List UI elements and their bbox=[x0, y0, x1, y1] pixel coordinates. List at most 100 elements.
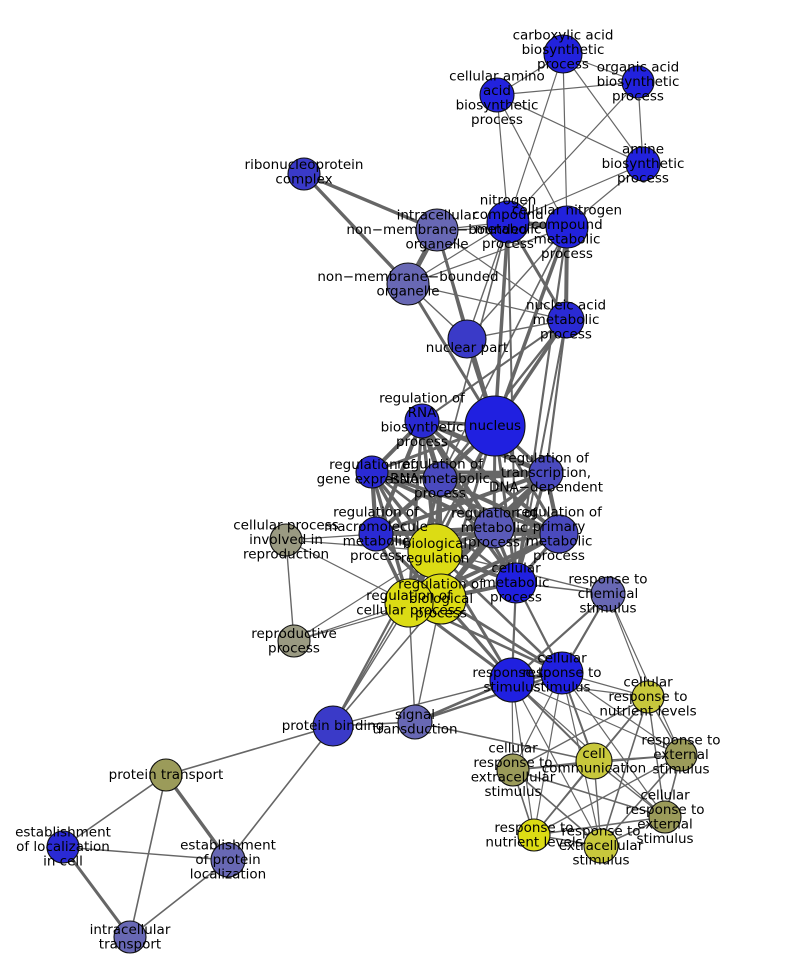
graph-node-cellular_amino_acid_biosynthetic_process[interactable] bbox=[479, 77, 515, 113]
graph-node-label-non_membrane_bounded_organelle: non−membrane−bounded organelle bbox=[317, 269, 498, 300]
graph-node-label-response_to_stimulus: response to stimulus bbox=[472, 665, 551, 696]
graph-node-cell_communication[interactable] bbox=[575, 742, 613, 780]
graph-node-regulation_of_transcription_dna_dependent[interactable] bbox=[528, 455, 564, 491]
graph-node-intracellular_non_membrane_bounded_organelle[interactable] bbox=[415, 208, 459, 252]
graph-node-cellular_response_to_stimulus[interactable] bbox=[540, 651, 584, 695]
graph-node-label-intracellular_transport: intracellular transport bbox=[90, 922, 171, 953]
graph-node-cellular_response_to_extracellular_stimulus[interactable] bbox=[496, 753, 530, 787]
graph-node-label-regulation_of_gene_expression: regulation of gene expression bbox=[317, 457, 428, 488]
graph-edge bbox=[331, 424, 497, 728]
graph-node-label-response_to_chemical_stimulus: response to chemical stimulus bbox=[568, 572, 647, 617]
graph-node-label-cellular_process_involved_in_reproduction: cellular process involved in reproduction bbox=[233, 518, 339, 563]
graph-node-carboxylic_acid_biosynthetic_process[interactable] bbox=[543, 34, 583, 74]
graph-node-regulation_of_rna_metabolic_process[interactable] bbox=[422, 461, 458, 497]
graph-edge bbox=[374, 471, 548, 536]
graph-edge bbox=[533, 672, 563, 836]
graph-node-regulation_of_gene_expression[interactable] bbox=[355, 455, 389, 489]
graph-edge bbox=[407, 283, 567, 321]
graph-node-protein_binding[interactable] bbox=[312, 705, 354, 747]
graph-node-nitrogen_compound_metabolic_process[interactable] bbox=[486, 200, 530, 244]
graph-edge bbox=[293, 550, 436, 642]
graph-node-response_to_nutrient_levels[interactable] bbox=[517, 818, 551, 852]
graph-node-regulation_of_rna_biosynthetic_process[interactable] bbox=[404, 403, 440, 439]
graph-edge bbox=[302, 172, 439, 232]
graph-node-intracellular_transport[interactable] bbox=[113, 920, 147, 954]
graph-node-label-regulation_of_biological_process: regulation of biological process bbox=[398, 577, 485, 622]
graph-node-nuclear_part[interactable] bbox=[447, 319, 487, 359]
graph-node-label-cellular_metabolic_process: cellular metabolic process bbox=[483, 561, 550, 606]
graph-node-regulation_of_metabolic_process[interactable] bbox=[473, 507, 515, 549]
graph-node-cellular_metabolic_process[interactable] bbox=[495, 562, 537, 604]
graph-edge bbox=[562, 53, 644, 165]
graph-edge bbox=[413, 671, 564, 724]
graph-node-label-nitrogen_compound_metabolic_process: nitrogen compound metabolic process bbox=[472, 192, 543, 252]
graph-node-reproductive_process[interactable] bbox=[277, 624, 311, 658]
graph-edge bbox=[496, 94, 644, 165]
graph-edge bbox=[507, 163, 644, 223]
graph-node-regulation_of_macromolecule_metabolic_process[interactable] bbox=[358, 516, 394, 552]
graph-node-response_to_external_stimulus[interactable] bbox=[664, 738, 698, 772]
graph-node-response_to_stimulus[interactable] bbox=[489, 657, 535, 703]
graph-node-signal_transduction[interactable] bbox=[397, 704, 433, 740]
graph-node-label-reproductive_process: reproductive process bbox=[251, 626, 337, 657]
graph-node-label-cellular_response_to_external_stimulus: cellular response to external stimulus bbox=[625, 787, 704, 847]
graph-node-label-establishment_of_localization_in_cell: establishment of localization in cell bbox=[15, 825, 111, 870]
graph-edge bbox=[511, 679, 682, 756]
graph-node-ribonucleoprotein_complex[interactable] bbox=[287, 157, 321, 191]
graph-node-label-organic_acid_biosynthetic_process: organic acid biosynthetic process bbox=[597, 60, 680, 105]
graph-node-label-response_to_extracellular_stimulus: response to extracellular stimulus bbox=[559, 824, 644, 869]
graph-node-organic_acid_biosynthetic_process[interactable] bbox=[621, 65, 655, 99]
graph-node-response_to_extracellular_stimulus[interactable] bbox=[583, 828, 619, 864]
graph-node-non_membrane_bounded_organelle[interactable] bbox=[386, 262, 430, 306]
graph-node-cellular_process_involved_in_reproduction[interactable] bbox=[269, 523, 303, 557]
graph-edge bbox=[370, 470, 548, 475]
graph-node-cellular_nitrogen_compound_metabolic_process[interactable] bbox=[545, 205, 589, 249]
graph-node-label-protein_transport: protein transport bbox=[109, 767, 224, 783]
graph-node-label-nucleic_acid_metabolic_process: nucleic acid metabolic process bbox=[526, 298, 606, 343]
graph-node-label-carboxylic_acid_biosynthetic_process: carboxylic acid biosynthetic process bbox=[513, 28, 614, 73]
graph-edge bbox=[544, 318, 568, 475]
graph-node-label-cellular_response_to_extracellular_stimulus: cellular response to extracellular stimulus bbox=[471, 740, 556, 800]
graph-edge bbox=[533, 754, 682, 836]
graph-edge bbox=[370, 470, 561, 536]
graph-edge bbox=[512, 769, 666, 818]
graph-node-response_to_chemical_stimulus[interactable] bbox=[590, 576, 626, 612]
graph-node-regulation_of_primary_metabolic_process[interactable] bbox=[539, 514, 579, 554]
graph-node-label-regulation_of_cellular_process: regulation of cellular process bbox=[356, 588, 462, 619]
graph-node-label-intracellular_non_membrane_bounded_organelle: intracellular non−membrane−bounded organel… bbox=[346, 208, 527, 253]
graph-edge bbox=[562, 53, 568, 228]
graph-node-establishment_of_localization_in_cell[interactable] bbox=[46, 830, 80, 864]
graph-edge bbox=[62, 846, 229, 861]
graph-edge bbox=[407, 419, 424, 605]
graph-node-label-nucleus: nucleus bbox=[469, 418, 521, 434]
graph-edge bbox=[414, 721, 595, 762]
graph-edge bbox=[370, 470, 496, 530]
graph-node-label-regulation_of_metabolic_process: regulation of metabolic process bbox=[451, 506, 538, 551]
graph-edge bbox=[507, 53, 564, 223]
graph-edge bbox=[129, 859, 229, 938]
graph-edge bbox=[496, 94, 568, 228]
graph-edge bbox=[533, 816, 666, 836]
edges-layer bbox=[61, 53, 682, 939]
graph-node-label-regulation_of_rna_metabolic_process: regulation of RNA metabolic process bbox=[390, 457, 490, 502]
graph-node-regulation_of_cellular_process[interactable] bbox=[384, 578, 434, 628]
graph-node-label-regulation_of_rna_biosynthetic_process: regulation of RNA biosynthetic process bbox=[379, 390, 466, 450]
graph-node-label-cellular_response_to_nutrient_levels: cellular response to nutrient levels bbox=[599, 675, 696, 720]
graph-node-establishment_of_protein_localization[interactable] bbox=[210, 842, 246, 878]
graph-node-amine_biosynthetic_process[interactable] bbox=[625, 146, 661, 182]
graph-node-protein_transport[interactable] bbox=[149, 758, 183, 792]
graph-edge bbox=[496, 81, 639, 96]
graph-edge bbox=[512, 769, 602, 847]
graph-edge bbox=[466, 226, 568, 340]
graph-node-cellular_response_to_external_stimulus[interactable] bbox=[648, 800, 682, 834]
graph-node-label-regulation_of_macromolecule_metabolic_process: regulation of macromolecule metabolic proce… bbox=[324, 504, 428, 564]
graph-edge bbox=[421, 319, 567, 422]
graph-node-nucleus[interactable] bbox=[464, 395, 526, 457]
graph-node-label-ribonucleoprotein_complex: ribonucleoprotein complex bbox=[245, 157, 364, 188]
graph-edge bbox=[285, 539, 295, 642]
graph-node-label-signal_transduction: signal transduction bbox=[372, 707, 457, 738]
graph-edge bbox=[302, 172, 410, 286]
graph-node-nucleic_acid_metabolic_process[interactable] bbox=[547, 301, 585, 339]
graph-node-cellular_response_to_nutrient_levels[interactable] bbox=[631, 680, 665, 714]
